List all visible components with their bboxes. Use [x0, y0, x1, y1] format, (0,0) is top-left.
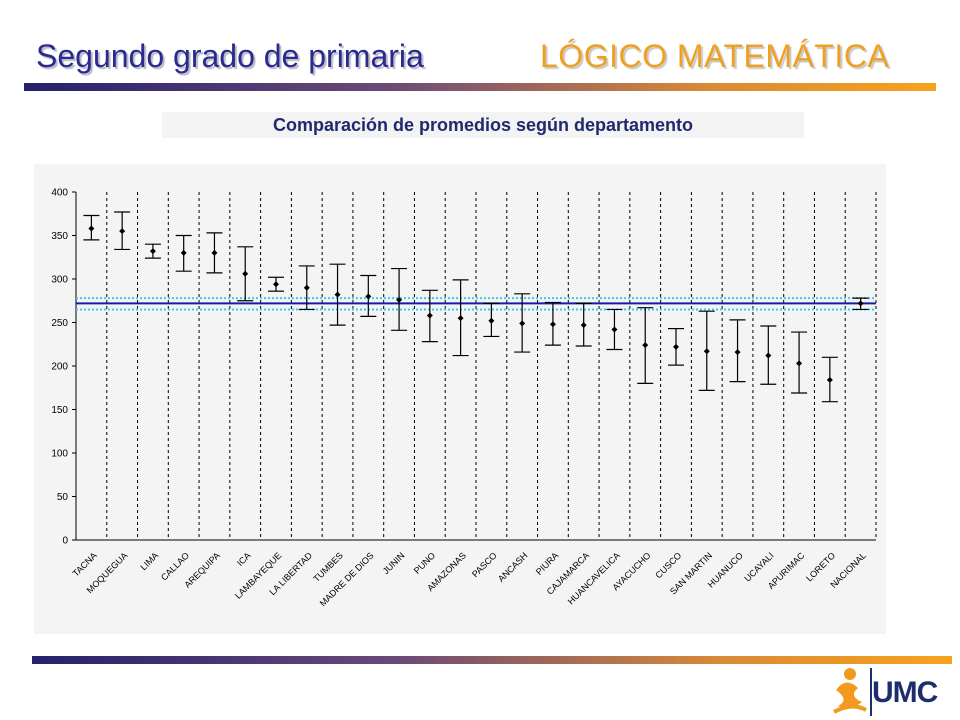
mean-point — [88, 225, 95, 232]
x-tick-label: MADRE DE DIOS — [318, 550, 376, 608]
mean-point — [765, 352, 772, 359]
y-tick-label: 100 — [51, 449, 68, 460]
mean-point — [488, 317, 495, 324]
y-tick-label: 0 — [62, 536, 68, 547]
mean-point — [457, 315, 464, 322]
y-tick-label: 150 — [51, 405, 68, 416]
x-tick-label: PUNO — [412, 550, 437, 575]
mean-point — [149, 248, 156, 255]
y-tick-label: 400 — [51, 188, 68, 199]
y-tick-label: 200 — [51, 362, 68, 373]
mean-point — [119, 228, 126, 235]
mean-point — [826, 376, 833, 383]
x-tick-label: LIMA — [138, 550, 160, 572]
mean-point — [211, 249, 218, 256]
mean-point — [180, 249, 187, 256]
x-tick-label: JUNIN — [381, 550, 407, 576]
mean-point — [396, 296, 403, 303]
mean-point — [273, 281, 279, 288]
chart-title: Comparación de promedios según departame… — [162, 112, 804, 138]
mean-point — [426, 312, 433, 319]
chart-panel: 0 50 100 150 200 250 300 350 400 TACNA MOQUEGUA LIM… — [34, 164, 886, 634]
mean-point — [734, 349, 741, 356]
mean-point — [549, 321, 556, 328]
x-tick-label: TACNA — [71, 550, 99, 578]
mean-point — [242, 270, 249, 277]
y-tick-label: 350 — [51, 231, 68, 242]
x-tick-label: CUSCO — [653, 550, 683, 580]
mean-point — [334, 291, 341, 298]
mean-point — [703, 348, 710, 355]
x-tick-label: ANCASH — [496, 550, 530, 584]
x-tick-label: PASCO — [470, 550, 499, 579]
mean-point — [642, 342, 649, 349]
mean-point — [365, 293, 372, 300]
mean-point — [673, 343, 679, 350]
footer-divider — [32, 656, 952, 664]
logo-text: UMC — [872, 676, 938, 709]
mean-point — [796, 360, 803, 367]
umc-logo — [833, 668, 872, 716]
x-tick-label: HUANCAVELICA — [566, 550, 622, 606]
y-tick-label: 300 — [51, 275, 68, 286]
x-tick-label: PIURA — [534, 550, 561, 577]
slide-subject: LÓGICO MATEMÁTICA — [540, 38, 890, 74]
slide-title: Segundo grado de primaria — [36, 38, 424, 74]
mean-point — [580, 322, 587, 329]
y-tick-label: 50 — [57, 492, 69, 503]
title-divider — [24, 83, 936, 91]
mean-point — [303, 284, 310, 291]
mean-point — [519, 320, 526, 327]
mean-point — [857, 300, 864, 307]
y-tick-label: 250 — [51, 318, 68, 329]
x-tick-label: ICA — [235, 550, 253, 568]
mean-point — [611, 326, 618, 333]
